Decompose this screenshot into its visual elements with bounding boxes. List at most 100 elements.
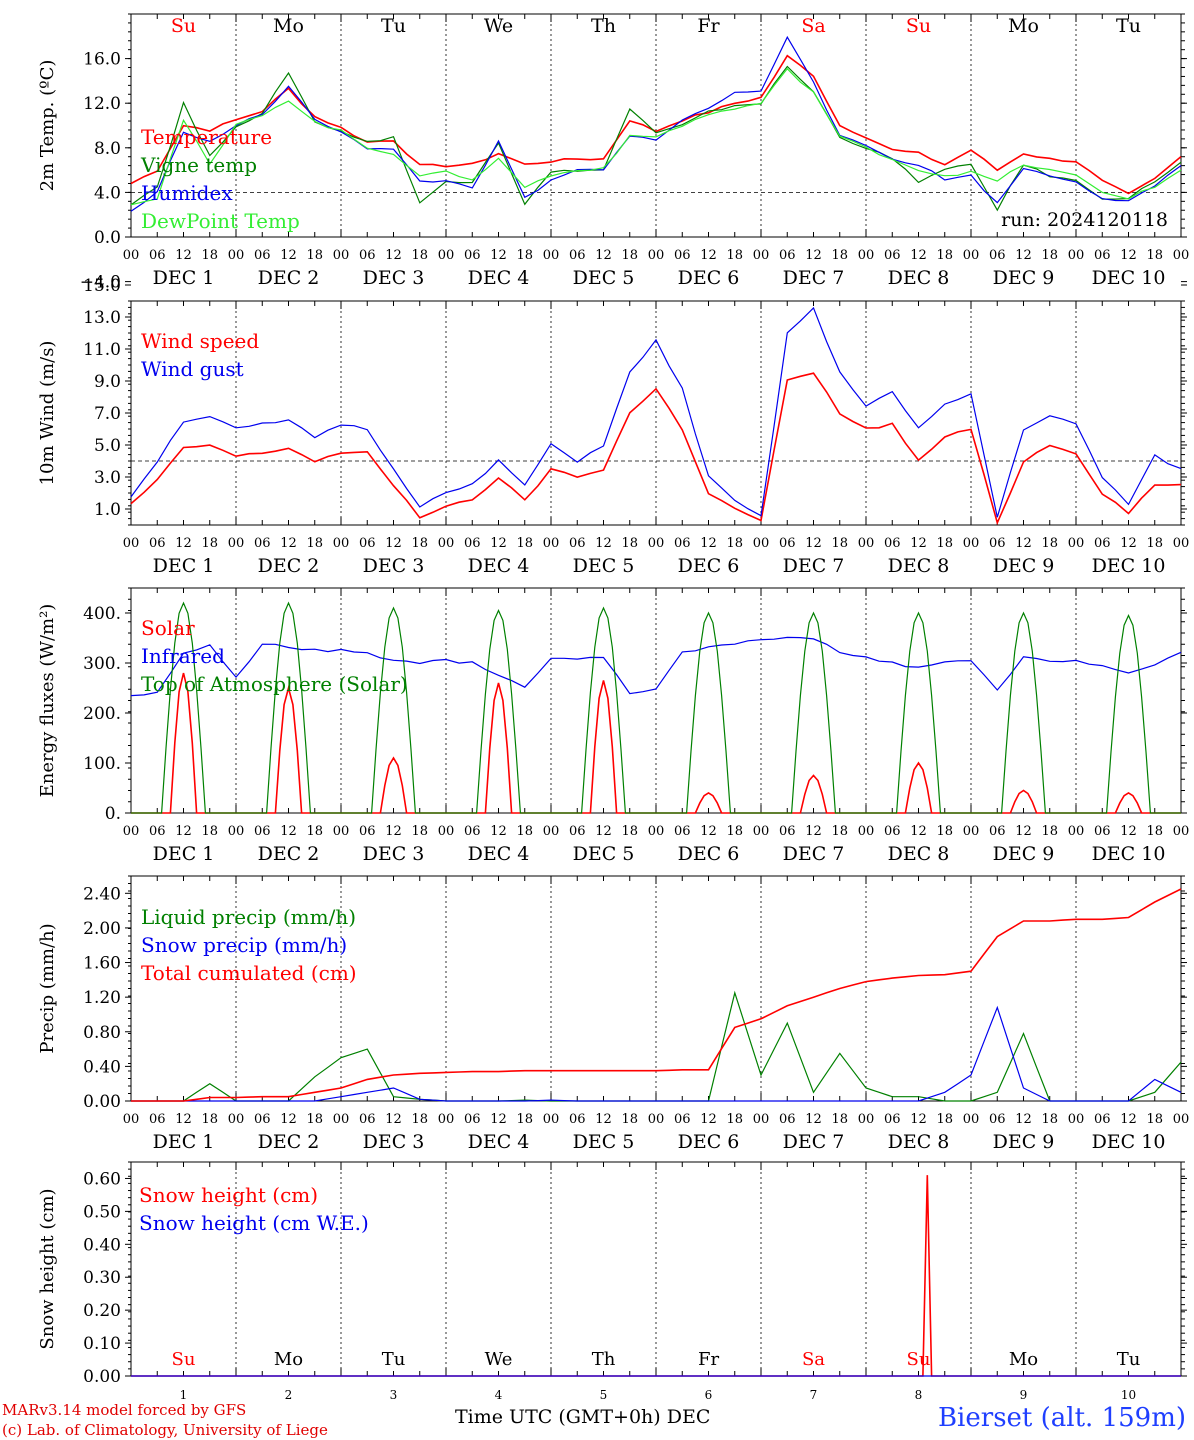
panel-4: 0.00 0.40 0.80 1.20 1.60 2.00 2.40 Precip (mm/h… <box>37 875 1190 1153</box>
hour-tick-label: 06 <box>149 536 166 551</box>
hour-tick-label: 18 <box>1041 536 1058 551</box>
hour-tick-label: 12 <box>805 536 822 551</box>
hour-tick-label: 18 <box>201 824 218 839</box>
panel-5: 0.00 0.10 0.20 0.30 0.40 0.50 0.60 Snow height … <box>37 1161 1187 1402</box>
weekday-label: Sa <box>801 15 825 37</box>
hour-tick-label: 18 <box>831 1112 848 1127</box>
y-tick-label: 16.0 <box>83 50 121 70</box>
y-tick-label: 13.0 <box>83 308 121 328</box>
day-label: DEC 4 <box>468 843 530 865</box>
hour-tick-label: 06 <box>1094 248 1111 263</box>
hour-tick-label: 18 <box>516 1112 533 1127</box>
hour-tick-label: 12 <box>175 824 192 839</box>
y-tick-label: 0.50 <box>83 1202 121 1222</box>
hour-tick-label: 06 <box>359 536 376 551</box>
hour-tick-label: 06 <box>569 1112 586 1127</box>
hour-tick-label: 00 <box>1068 536 1085 551</box>
y-axis-title: Snow height (cm) <box>37 1188 58 1349</box>
weekday-label: Su <box>906 15 931 37</box>
y-tick-label: 0.0 <box>94 228 121 248</box>
y-tick-label: 1.20 <box>83 988 121 1008</box>
weekday-label: Mo <box>274 1349 303 1370</box>
hour-tick-label: 12 <box>385 1112 402 1127</box>
hour-tick-label: 06 <box>884 824 901 839</box>
hour-tick-label: 00 <box>1068 1112 1085 1127</box>
day-label: DEC 6 <box>678 555 740 577</box>
hour-tick-label: 06 <box>569 248 586 263</box>
y-tick-label: 1.60 <box>83 954 121 974</box>
hour-tick-label: 00 <box>1173 1112 1190 1127</box>
day-number: 2 <box>285 1388 293 1402</box>
legend-label: Humidex <box>141 181 233 205</box>
hour-tick-label: 06 <box>989 824 1006 839</box>
legend-label: DewPoint Temp <box>141 209 300 233</box>
day-label: DEC 5 <box>573 555 635 577</box>
hour-tick-label: 06 <box>149 824 166 839</box>
panel-1: −4.0 0.0 4.0 8.0 12.0 16.0 2m Temp. (ºC) Temper… <box>37 13 1189 293</box>
day-label: DEC 2 <box>258 267 320 289</box>
hour-tick-label: 18 <box>1041 248 1058 263</box>
hour-tick-label: 00 <box>753 824 770 839</box>
hour-tick-label: 12 <box>1015 248 1032 263</box>
day-number: 9 <box>1020 1388 1028 1402</box>
day-label: DEC 1 <box>153 843 215 865</box>
day-label: DEC 10 <box>1092 555 1166 577</box>
hour-tick-label: 06 <box>149 248 166 263</box>
y-tick-label: 100. <box>83 754 121 774</box>
hour-tick-label: 12 <box>385 824 402 839</box>
day-label: DEC 7 <box>783 267 845 289</box>
hour-tick-label: 06 <box>674 536 691 551</box>
hour-tick-label: 12 <box>175 248 192 263</box>
y-tick-label: 0.40 <box>83 1057 121 1077</box>
hour-tick-label: 06 <box>779 824 796 839</box>
model-credit: MARv3.14 model forced by GFS <box>2 1401 247 1419</box>
hour-tick-label: 18 <box>411 536 428 551</box>
hour-tick-label: 00 <box>1173 824 1190 839</box>
hour-tick-label: 00 <box>963 824 980 839</box>
hour-tick-label: 12 <box>280 248 297 263</box>
day-label: DEC 1 <box>153 267 215 289</box>
hour-tick-label: 18 <box>516 536 533 551</box>
hour-tick-label: 06 <box>254 1112 271 1127</box>
hour-tick-label: 12 <box>490 824 507 839</box>
hour-tick-label: 00 <box>753 248 770 263</box>
y-tick-label: 8.0 <box>94 139 121 159</box>
station-label: Bierset (alt. 159m) <box>937 1403 1186 1433</box>
hour-tick-label: 12 <box>1015 824 1032 839</box>
hour-tick-label: 12 <box>280 536 297 551</box>
hour-tick-label: 06 <box>779 248 796 263</box>
hour-tick-label: 00 <box>648 248 665 263</box>
day-label: DEC 3 <box>363 267 425 289</box>
hour-tick-label: 00 <box>543 1112 560 1127</box>
series-line-wind-gust <box>130 306 1182 518</box>
hour-tick-label: 12 <box>1015 1112 1032 1127</box>
hour-tick-label: 06 <box>884 536 901 551</box>
hour-tick-label: 18 <box>726 1112 743 1127</box>
hour-tick-label: 18 <box>831 536 848 551</box>
hour-tick-label: 06 <box>569 536 586 551</box>
hour-tick-label: 06 <box>1094 824 1111 839</box>
hour-tick-label: 18 <box>831 824 848 839</box>
series-line-humidex <box>130 35 1182 212</box>
weekday-label: Su <box>171 15 196 37</box>
hour-tick-label: 00 <box>963 248 980 263</box>
weekday-label: Fr <box>698 1349 719 1370</box>
hour-tick-label: 00 <box>333 1112 350 1127</box>
hour-tick-label: 00 <box>543 824 560 839</box>
hour-tick-label: 00 <box>333 536 350 551</box>
legend-label: Vigne temp <box>140 153 257 177</box>
hour-tick-label: 12 <box>910 248 927 263</box>
hour-tick-label: 06 <box>779 1112 796 1127</box>
weekday-label: Tu <box>381 15 406 37</box>
hour-tick-label: 18 <box>516 824 533 839</box>
hour-tick-label: 18 <box>726 536 743 551</box>
day-label: DEC 7 <box>783 1131 845 1153</box>
panel-2: 1.0 3.0 5.0 7.0 9.0 11.0 13.0 15.0 10m Wind (m/s… <box>37 276 1189 577</box>
legend-label: Total cumulated (cm) <box>141 961 357 985</box>
hour-tick-label: 18 <box>1146 536 1163 551</box>
hour-tick-label: 12 <box>1120 248 1137 263</box>
hour-tick-label: 06 <box>674 248 691 263</box>
day-label: DEC 5 <box>573 843 635 865</box>
hour-tick-label: 00 <box>753 1112 770 1127</box>
day-label: DEC 5 <box>573 1131 635 1153</box>
